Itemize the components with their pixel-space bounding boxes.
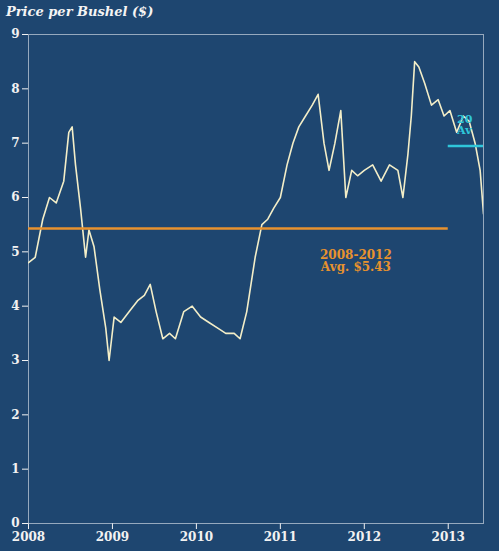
- svg-text:2013: 2013: [432, 530, 465, 544]
- svg-text:2011: 2011: [264, 530, 297, 544]
- svg-text:8: 8: [11, 82, 19, 96]
- svg-text:2008: 2008: [12, 530, 45, 544]
- svg-text:3: 3: [11, 353, 19, 367]
- svg-text:1: 1: [11, 462, 19, 476]
- svg-text:2: 2: [11, 408, 19, 422]
- html-text:Price per Bushel ($): Price per Bushel ($): [6, 4, 154, 19]
- svg-text:0: 0: [11, 516, 19, 530]
- svg-text:6: 6: [11, 190, 19, 204]
- svg-text:7: 7: [11, 136, 19, 150]
- svg-text:2009: 2009: [96, 530, 129, 544]
- svg-text:4: 4: [11, 299, 19, 313]
- svg-text:2008-2012Avg. $5.43: 2008-2012Avg. $5.43: [320, 248, 392, 274]
- svg-text:2010: 2010: [180, 530, 213, 544]
- svg-text:9: 9: [11, 27, 19, 41]
- svg-text:5: 5: [11, 245, 19, 259]
- svg-text:20Av: 20Av: [456, 113, 473, 137]
- svg-text:2012: 2012: [348, 530, 381, 544]
